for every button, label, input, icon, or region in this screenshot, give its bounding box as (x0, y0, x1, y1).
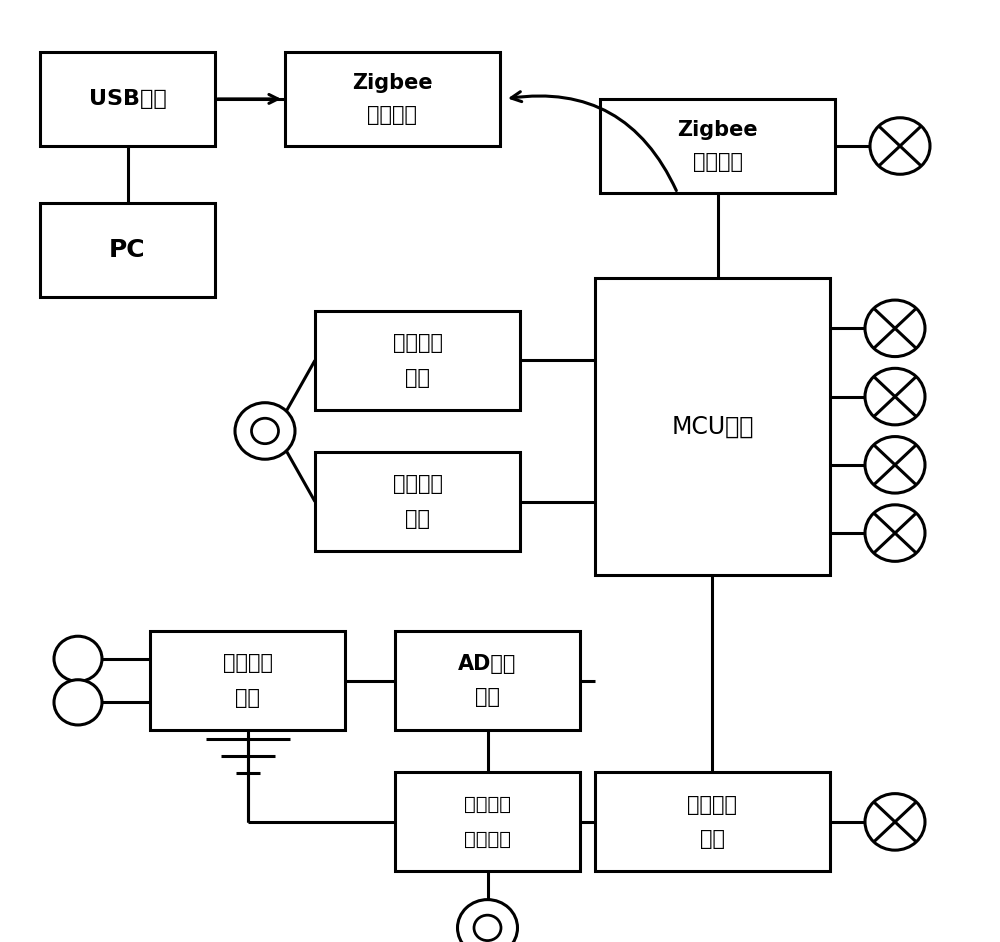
Text: 模块: 模块 (700, 829, 725, 849)
Bar (285, 52, 500, 146)
Text: 模块: 模块 (475, 688, 500, 707)
Circle shape (474, 916, 501, 940)
Text: 数据模块: 数据模块 (692, 152, 742, 172)
Circle shape (54, 680, 102, 725)
Bar (40, 203, 215, 297)
Bar (315, 311, 520, 410)
Bar (395, 631, 580, 730)
Text: USB端口: USB端口 (89, 89, 166, 109)
FancyArrowPatch shape (511, 91, 676, 190)
Text: PC: PC (109, 237, 146, 262)
Circle shape (252, 418, 278, 444)
Text: 回路: 回路 (405, 509, 430, 528)
Text: MCU模块: MCU模块 (671, 414, 754, 438)
Circle shape (870, 118, 930, 174)
Text: 辐照检测: 辐照检测 (392, 475, 442, 495)
Circle shape (235, 402, 295, 460)
Text: Zigbee: Zigbee (677, 120, 758, 140)
Circle shape (865, 368, 925, 425)
Circle shape (458, 900, 518, 942)
Bar (150, 631, 345, 730)
Circle shape (865, 793, 925, 850)
Bar (40, 52, 215, 146)
Circle shape (865, 436, 925, 493)
Text: Zigbee: Zigbee (352, 73, 433, 93)
Text: 电压检测: 电压检测 (222, 654, 272, 674)
Bar (395, 772, 580, 871)
Text: AD转换: AD转换 (458, 654, 517, 674)
Circle shape (865, 505, 925, 561)
Bar (600, 99, 835, 193)
Text: 检测回路: 检测回路 (464, 830, 511, 849)
Bar (595, 278, 830, 575)
Circle shape (865, 300, 925, 357)
Text: 霍尔电流: 霍尔电流 (464, 795, 511, 814)
Bar (315, 452, 520, 551)
Bar (595, 772, 830, 871)
Text: 回路: 回路 (235, 688, 260, 707)
Text: 回路: 回路 (405, 367, 430, 387)
Text: 温度检测: 温度检测 (392, 333, 442, 353)
Text: 数据模块: 数据模块 (367, 105, 417, 125)
Text: 电源管理: 电源管理 (687, 795, 737, 815)
Circle shape (54, 636, 102, 681)
